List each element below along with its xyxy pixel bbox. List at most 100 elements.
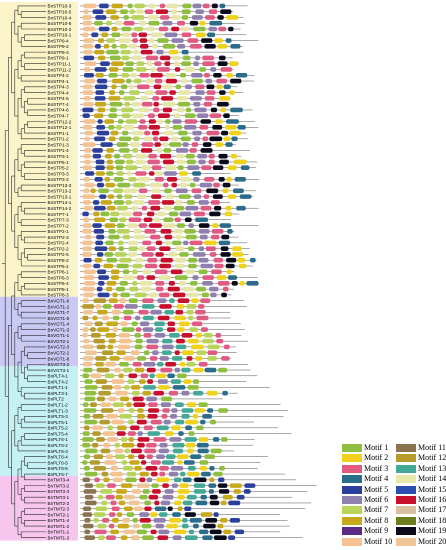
motif-box: [152, 96, 160, 101]
motif-box: [134, 315, 141, 321]
motif-box: [122, 67, 134, 72]
motif-box: [152, 136, 159, 142]
motif-box: [186, 448, 194, 454]
motif-box: [202, 535, 213, 540]
motif-box: [132, 148, 139, 153]
motif-box: [172, 356, 183, 361]
motif-box: [116, 512, 123, 517]
motif-box: [184, 512, 196, 517]
motif-box: [158, 26, 169, 32]
motif-box: [121, 26, 132, 32]
motif-box: [140, 148, 153, 153]
motif-box: [231, 281, 238, 286]
gene-label: BnTMT3-2: [48, 483, 70, 488]
motif-box: [177, 489, 190, 494]
motif-box: [176, 159, 186, 165]
motif-box: [227, 229, 233, 234]
motif-box: [156, 373, 167, 379]
motif-box: [109, 356, 120, 361]
motif-box: [108, 338, 116, 344]
motif-box: [98, 390, 111, 396]
motif-box: [181, 9, 191, 14]
motif-box: [83, 49, 93, 55]
gene-label: BnVGT1-7: [48, 310, 70, 315]
gene-label: BnSTP2-4: [48, 241, 70, 246]
group-band: [0, 366, 78, 477]
motif-box: [153, 437, 167, 442]
motif-box: [237, 257, 246, 263]
gene-label: BnSTP2-2: [48, 246, 70, 251]
motif-box: [84, 321, 93, 327]
motif-box: [112, 402, 125, 408]
motif-box: [123, 96, 136, 101]
motif-box: [227, 194, 237, 199]
gene-label: BnSTP3-3: [48, 171, 70, 176]
motif-box: [99, 3, 109, 9]
motif-box: [209, 419, 216, 425]
motif-box: [145, 78, 154, 84]
motif-box: [204, 44, 216, 49]
motif-box: [159, 55, 171, 61]
motif-box: [83, 217, 90, 223]
motif-box: [225, 142, 233, 147]
motif-box: [130, 535, 140, 540]
motif-box: [186, 159, 196, 165]
gene-label: BnPLT6-2: [48, 443, 69, 448]
motif-box: [117, 182, 131, 188]
motif-box: [112, 327, 119, 332]
legend-label: Motif 11: [418, 443, 446, 452]
motif-box: [223, 84, 231, 90]
motif-box: [143, 350, 150, 355]
gene-label: BnVGT3-1: [48, 368, 70, 373]
motif-box: [121, 32, 131, 38]
motif-box: [82, 246, 92, 251]
motif-box: [136, 419, 147, 425]
motif-box: [159, 292, 170, 298]
motif-box: [210, 292, 217, 298]
motif-box: [222, 494, 233, 500]
gene-label: BnVGT1-1: [48, 333, 70, 338]
motif-box: [164, 171, 177, 176]
motif-box: [82, 304, 95, 309]
motif-box: [188, 263, 197, 269]
motif-box: [213, 72, 222, 78]
motif-box: [96, 182, 105, 188]
motif-box: [134, 257, 144, 263]
motif-box: [142, 240, 152, 246]
motif-box: [179, 252, 189, 257]
motif-box: [218, 240, 231, 246]
motif-box: [128, 252, 138, 257]
legend-swatch: [342, 516, 362, 525]
motif-box: [162, 494, 174, 500]
motif-box: [92, 223, 102, 228]
motif-box: [160, 15, 170, 20]
motif-box: [94, 49, 105, 55]
motif-box: [206, 390, 218, 396]
motif-box: [93, 518, 99, 523]
motif-box: [176, 107, 185, 113]
gene-label: BnVGT1-4: [48, 322, 70, 327]
gene-label: BnSTP2-3: [48, 235, 70, 240]
motif-box: [146, 246, 156, 251]
motif-box: [179, 182, 187, 188]
motif-box: [189, 148, 197, 153]
motif-box: [101, 350, 114, 355]
motif-box: [137, 431, 143, 436]
gene-labels: BnSTP10-3BnSTP10-5BnSTP10-4BnSTP10-6BnST…: [48, 4, 72, 541]
motif-box: [164, 309, 175, 315]
motif-box: [178, 281, 187, 286]
motif-box: [106, 38, 116, 43]
motif-box: [235, 72, 248, 78]
motif-box: [173, 113, 181, 119]
motif-box: [217, 15, 224, 20]
motif-box: [157, 113, 170, 119]
motif-box: [169, 90, 176, 95]
motif-box: [201, 292, 209, 298]
motif-box: [246, 281, 259, 286]
motif-box: [132, 518, 138, 523]
motif-box: [113, 188, 124, 194]
motif-box: [156, 454, 165, 460]
motif-box: [193, 367, 204, 373]
motif-box: [119, 148, 130, 153]
motif-box: [220, 67, 233, 72]
